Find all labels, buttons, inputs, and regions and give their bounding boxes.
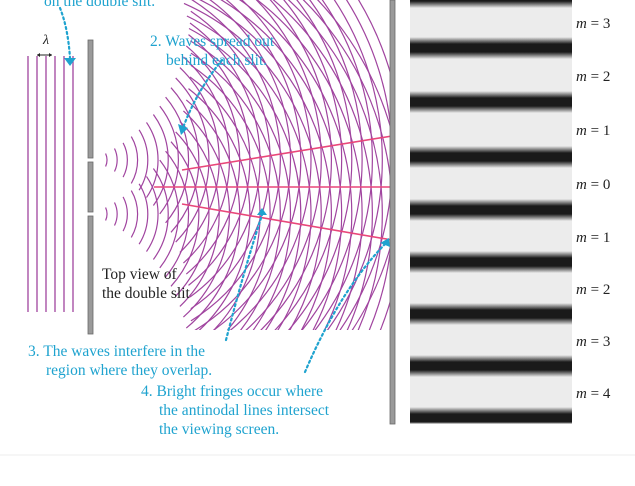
circular-wavefront — [175, 131, 210, 297]
arrowhead-interfere — [257, 208, 267, 215]
fringe-label-m1-top: m = 1 — [576, 123, 611, 139]
circular-wavefront — [190, 10, 271, 310]
antinodal-line-upper — [181, 135, 393, 171]
circular-wavefront — [272, 0, 373, 330]
circular-wavefront — [274, 0, 343, 330]
pointer-fringes — [303, 241, 388, 374]
fringe-label-m3-bottom: m = 3 — [576, 334, 611, 350]
double-slit-barrier — [87, 39, 94, 335]
circular-wavefront — [165, 96, 190, 224]
circular-wavefront — [138, 183, 149, 245]
circular-wavefront — [190, 52, 281, 330]
circular-wavefront — [165, 150, 190, 278]
circular-wavefront — [245, 0, 322, 330]
pointer-incoming — [58, 6, 72, 60]
circular-wavefront — [220, 0, 343, 330]
wavelength-marker: λ — [37, 33, 52, 57]
circular-wavefront — [179, 121, 220, 307]
circular-wavefront — [301, 0, 363, 330]
lambda-symbol: λ — [42, 33, 49, 48]
annotation-waves-interfere: 3. The waves interfere in the region whe… — [28, 343, 213, 379]
circular-wavefront — [260, 0, 332, 330]
circular-wavefront — [138, 129, 149, 191]
circular-wavefront — [326, 0, 383, 330]
incoming-plane-waves — [27, 56, 74, 312]
annotation-arrowheads — [64, 58, 390, 247]
circular-wavefront — [256, 0, 363, 330]
circular-wavefront — [170, 87, 200, 233]
circular-wavefront — [190, 40, 292, 330]
arrowhead-fringes — [380, 238, 390, 247]
annotation-pointers — [58, 6, 388, 374]
annotation-incoming: on the double slit. — [44, 0, 156, 10]
pointer-interfere — [224, 213, 264, 342]
circular-wavefront — [287, 0, 353, 330]
top-view-label: Top view of the double slit — [102, 266, 190, 302]
antinodal-lines — [154, 135, 393, 241]
circular-wavefront — [175, 77, 210, 243]
viewing-screen — [389, 0, 396, 425]
barrier-top — [87, 39, 94, 159]
circular-wavefront — [146, 122, 159, 198]
circular-wavefront — [159, 159, 179, 269]
fringe-pattern-photo — [410, 0, 572, 424]
circular-wavefront — [287, 0, 383, 330]
circular-wavefront — [182, 56, 231, 264]
antinodal-line-lower — [181, 203, 393, 241]
arrowhead-incoming — [64, 58, 76, 66]
circular-wavefront — [130, 190, 139, 238]
circular-wavefront — [159, 105, 179, 215]
circular-wavefront — [113, 202, 118, 226]
pointer-spread — [181, 58, 224, 130]
fringe-label-m4-bottom: m = 4 — [576, 386, 611, 402]
circular-wavefront — [122, 196, 128, 232]
circular-wavefront — [314, 0, 373, 330]
arrowhead-spread — [178, 124, 188, 135]
barrier-bottom — [87, 215, 94, 335]
circular-wavefront — [188, 34, 251, 286]
circular-wavefront — [105, 207, 108, 221]
annotation-waves-spread: 2. Waves spread out behind each slit. — [150, 33, 275, 69]
fringe-label-m2-top: m = 2 — [576, 69, 611, 85]
fringe-label-m2-bottom: m = 2 — [576, 282, 611, 298]
circular-wavefront — [146, 176, 159, 252]
circular-wavefront — [152, 114, 169, 206]
circular-wavefront — [105, 153, 108, 167]
circular-wavefront — [170, 141, 200, 287]
annotation-bright-fringes: 4. Bright fringes occur where the antino… — [141, 383, 330, 438]
circular-wavefront — [122, 142, 128, 178]
fringe-label-m1-bottom: m = 1 — [576, 230, 611, 246]
fringe-label-m3-top: m = 3 — [576, 16, 611, 32]
circular-wavefront — [189, 22, 261, 298]
circular-wavefront — [152, 168, 169, 260]
circular-wavefront — [113, 148, 118, 172]
circular-wavefront — [182, 110, 231, 318]
barrier-middle — [87, 161, 94, 213]
circular-wavefront — [188, 88, 251, 330]
circular-wavefront — [130, 136, 139, 184]
circular-wavefront — [238, 0, 353, 330]
fringe-label-m0: m = 0 — [576, 177, 611, 193]
